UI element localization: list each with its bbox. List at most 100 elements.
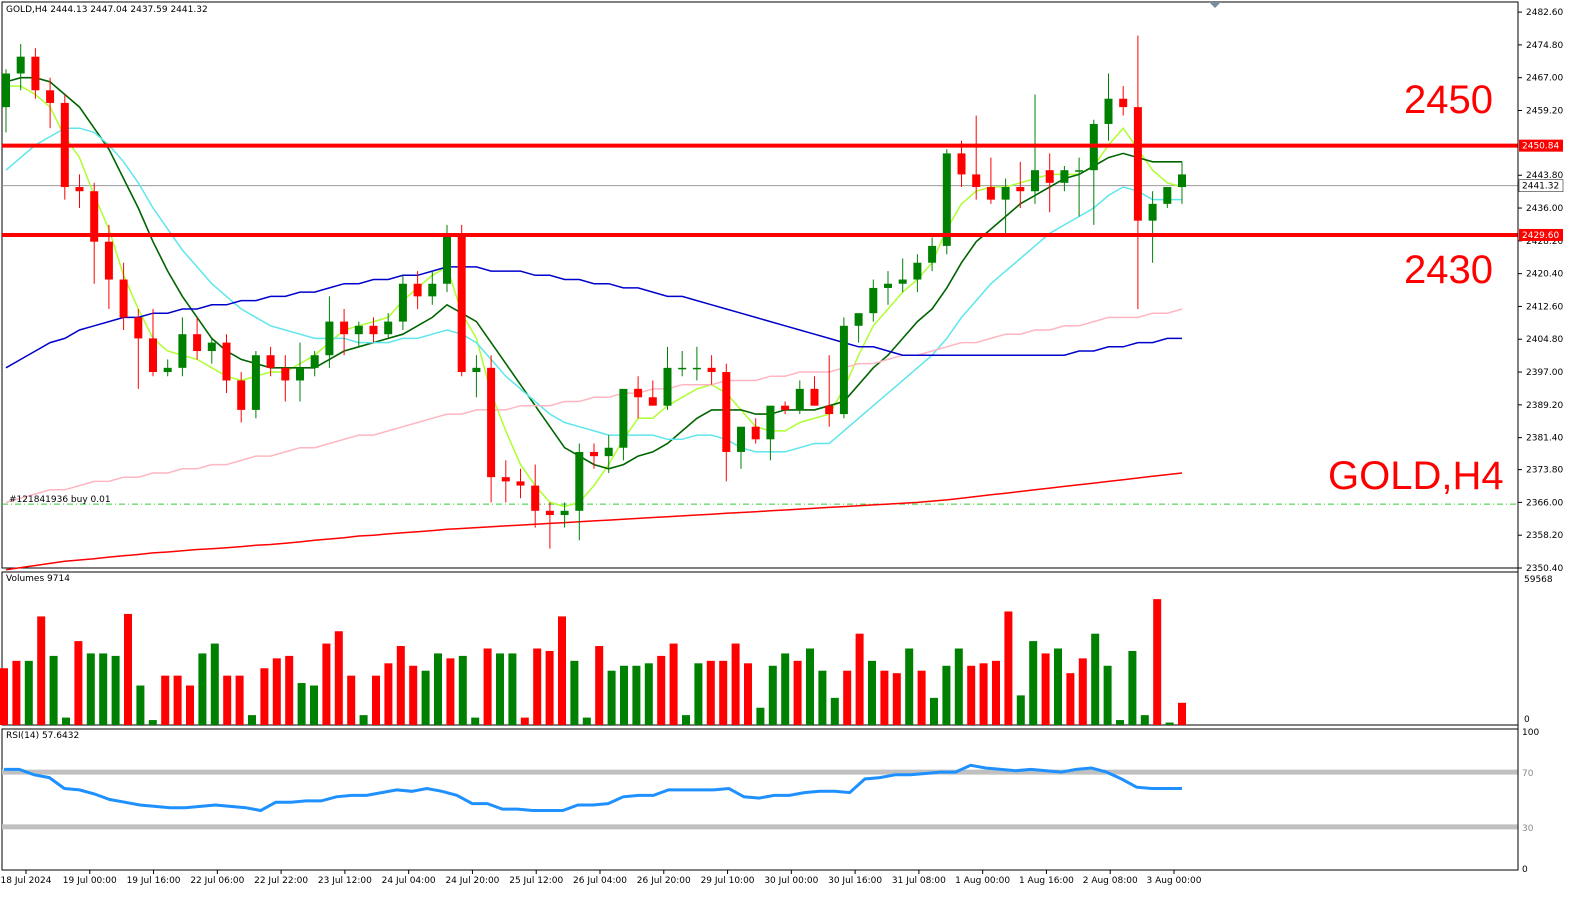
volume-bar[interactable] — [136, 685, 145, 725]
volume-bar[interactable] — [781, 653, 790, 725]
volume-bar[interactable] — [1178, 702, 1186, 725]
candle[interactable] — [104, 224, 113, 309]
volume-bar[interactable] — [520, 717, 529, 725]
candle[interactable] — [884, 271, 892, 305]
volume-bar[interactable] — [186, 685, 194, 725]
candle[interactable] — [1178, 161, 1186, 204]
volume-bar[interactable] — [24, 660, 33, 725]
volume-bar[interactable] — [62, 717, 70, 725]
volume-bar[interactable] — [272, 658, 281, 725]
candle[interactable] — [1133, 35, 1142, 309]
volume-bar[interactable] — [744, 663, 752, 725]
candle[interactable] — [1031, 94, 1039, 204]
volume-bar[interactable] — [359, 715, 368, 725]
candle[interactable] — [46, 77, 55, 129]
volume-bar[interactable] — [421, 670, 430, 725]
candle[interactable] — [1045, 153, 1054, 213]
candle[interactable] — [781, 401, 790, 415]
rsi-panel[interactable] — [2, 763, 1518, 830]
candle[interactable] — [854, 313, 863, 343]
candle[interactable] — [590, 443, 598, 469]
volume-bar[interactable] — [830, 697, 839, 725]
candle[interactable] — [501, 460, 510, 503]
volume-bar[interactable] — [210, 643, 219, 725]
volume-bar[interactable] — [1066, 673, 1075, 725]
candle[interactable] — [722, 363, 731, 482]
candle[interactable] — [751, 418, 760, 444]
candle[interactable] — [354, 321, 363, 347]
volume-bar[interactable] — [111, 655, 120, 725]
volume-bar[interactable] — [434, 653, 442, 725]
volume-bar[interactable] — [1016, 695, 1025, 725]
volume-bar[interactable] — [483, 648, 492, 725]
volume-bar[interactable] — [855, 633, 864, 725]
volume-bar[interactable] — [1140, 715, 1149, 725]
candle[interactable] — [369, 317, 378, 343]
volume-bar[interactable] — [446, 658, 455, 725]
candle[interactable] — [398, 275, 407, 330]
volume-bar[interactable] — [979, 663, 988, 725]
candle[interactable] — [310, 351, 319, 377]
volume-bar[interactable] — [558, 616, 566, 725]
volume-bar[interactable] — [731, 643, 740, 725]
candle[interactable] — [149, 308, 157, 377]
candle[interactable] — [707, 355, 716, 385]
volume-bar[interactable] — [620, 665, 628, 725]
volume-bar[interactable] — [1054, 648, 1062, 725]
volume-bar[interactable] — [334, 631, 343, 725]
candle[interactable] — [296, 342, 304, 402]
volume-bar[interactable] — [768, 665, 777, 725]
volume-bar[interactable] — [496, 653, 504, 725]
volume-bar[interactable] — [868, 660, 876, 725]
volume-bar[interactable] — [669, 643, 678, 725]
volume-bar[interactable] — [992, 660, 1000, 725]
volume-bar[interactable] — [310, 685, 318, 725]
candle[interactable] — [1148, 191, 1157, 263]
candle[interactable] — [810, 376, 819, 406]
volume-bar[interactable] — [706, 660, 715, 725]
volume-bar[interactable] — [657, 655, 666, 725]
volume-bar[interactable] — [297, 683, 306, 725]
volume-bar[interactable] — [347, 675, 356, 725]
price-panel[interactable] — [2, 35, 1518, 571]
volume-bar[interactable] — [1153, 599, 1162, 725]
candle[interactable] — [134, 308, 143, 389]
candle[interactable] — [457, 224, 466, 377]
volume-bar[interactable] — [582, 717, 591, 725]
volume-bar[interactable] — [954, 648, 963, 725]
volume-bar[interactable] — [694, 663, 703, 725]
candle[interactable] — [928, 237, 937, 272]
volume-bar[interactable] — [719, 660, 728, 725]
volume-bar[interactable] — [508, 653, 517, 725]
candle[interactable] — [795, 380, 804, 415]
candle[interactable] — [692, 346, 701, 381]
candle[interactable] — [986, 157, 995, 204]
candle[interactable] — [75, 174, 84, 209]
candle[interactable] — [1016, 161, 1025, 209]
volume-bar[interactable] — [49, 655, 58, 725]
volume-bar[interactable] — [409, 665, 418, 725]
candle[interactable] — [193, 317, 202, 360]
candle[interactable] — [2, 69, 10, 133]
volume-bar[interactable] — [607, 670, 616, 725]
volume-bar[interactable] — [1165, 722, 1174, 725]
candle[interactable] — [31, 48, 40, 99]
volume-bar[interactable] — [1091, 633, 1100, 725]
volume-bar[interactable] — [682, 715, 690, 725]
candle[interactable] — [839, 317, 848, 419]
candle[interactable] — [487, 355, 496, 503]
volume-bar[interactable] — [880, 670, 889, 725]
volume-bar[interactable] — [12, 660, 21, 725]
volume-bar[interactable] — [74, 641, 83, 725]
volume-bar[interactable] — [285, 655, 294, 725]
volume-bar[interactable] — [1004, 611, 1013, 725]
volume-bar[interactable] — [384, 663, 393, 725]
volume-bar[interactable] — [1041, 653, 1050, 725]
candle[interactable] — [163, 359, 172, 377]
volume-bar[interactable] — [793, 660, 802, 725]
candle[interactable] — [634, 376, 643, 419]
candle[interactable] — [957, 140, 966, 188]
volume-bar[interactable] — [223, 675, 232, 725]
candle[interactable] — [898, 258, 907, 293]
